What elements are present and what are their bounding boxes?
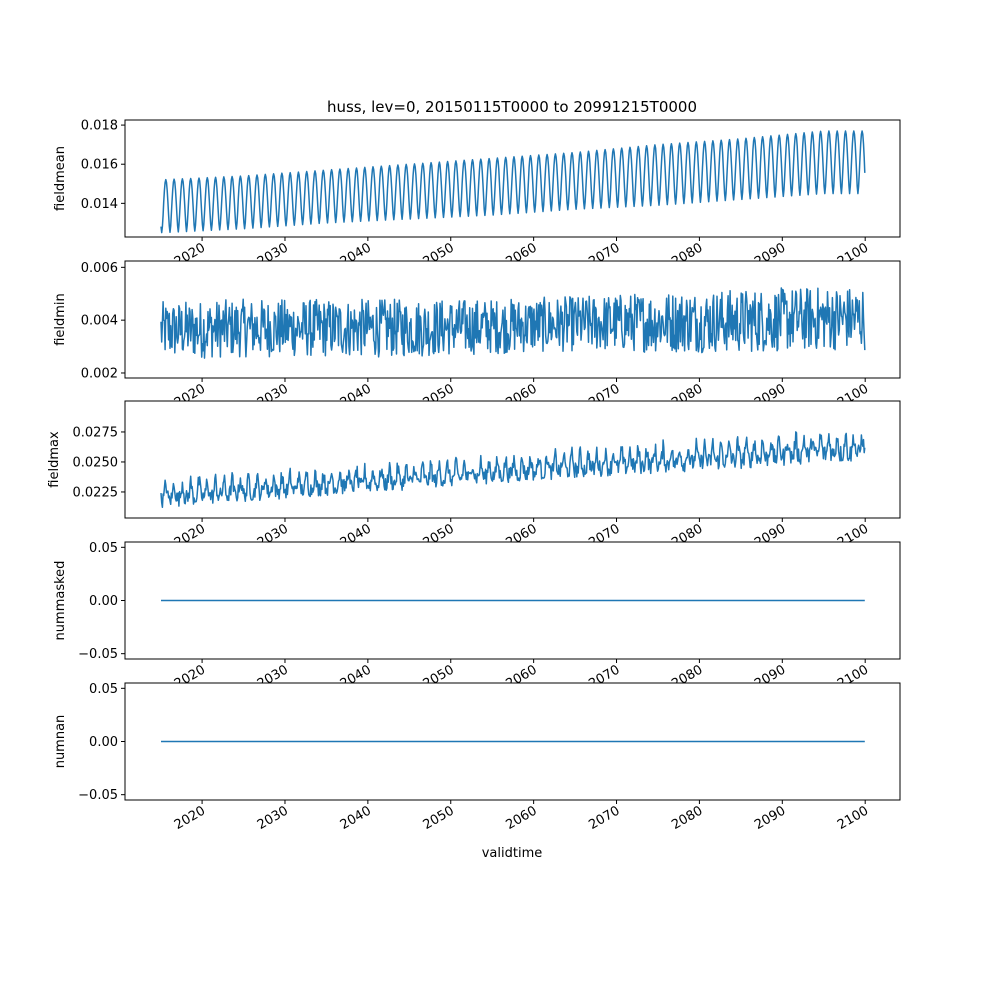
axes-frame: [124, 400, 901, 519]
y-tick-label: 0.002: [81, 366, 118, 381]
y-tick-label: 0.00: [89, 594, 118, 609]
y-tick-label: 0.0225: [73, 485, 119, 500]
y-tick-label: 0.018: [81, 119, 118, 134]
y-tick-label: 0.05: [89, 682, 118, 697]
axes-frame: [124, 260, 901, 379]
y-tick-label: 0.00: [89, 735, 118, 750]
axes-frame: [124, 119, 901, 238]
y-axis-label: nummasked: [53, 561, 68, 641]
y-tick-label: 0.006: [81, 261, 118, 276]
y-tick-label: −0.05: [78, 788, 118, 803]
series-line-fieldmin: [160, 287, 866, 359]
y-tick-label: 0.0250: [73, 455, 119, 470]
y-tick-label: 0.014: [81, 197, 118, 212]
series-line-fieldmax: [160, 431, 866, 509]
y-axis-label: fieldmin: [53, 293, 68, 346]
y-tick-label: 0.004: [81, 314, 118, 329]
chart-title: huss, lev=0, 20150115T0000 to 20991215T0…: [327, 98, 697, 116]
y-tick-label: 0.016: [81, 158, 118, 173]
x-axis-label: validtime: [482, 846, 543, 861]
y-tick-label: 0.0275: [73, 425, 119, 440]
plot-area: [125, 401, 900, 518]
y-axis-label: numnan: [53, 715, 68, 769]
y-tick-label: 0.05: [89, 541, 118, 556]
y-tick-label: −0.05: [78, 647, 118, 662]
y-axis-label: fieldmean: [53, 146, 68, 211]
series-line-fieldmean: [160, 130, 866, 234]
y-axis-label: fieldmax: [47, 431, 62, 488]
